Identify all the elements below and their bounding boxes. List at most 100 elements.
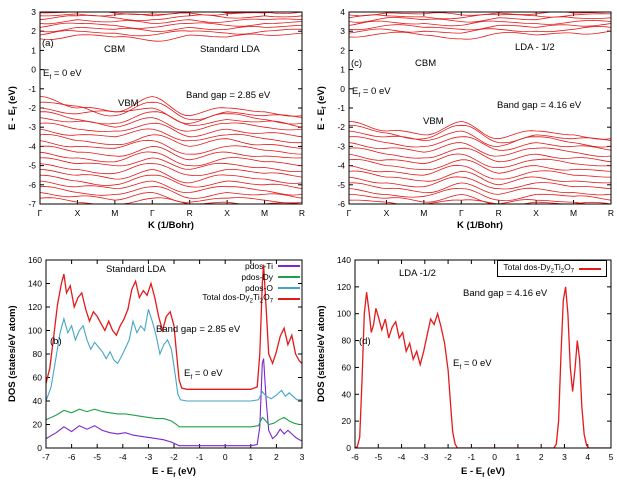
y-axis-label-c: E - Ef (eV) xyxy=(316,86,328,130)
method-label-c: LDA - 1/2 xyxy=(515,42,555,53)
legend-entry-total-dos-dy2ti2o7: Total dos-Dy2Ti2O7 xyxy=(503,262,601,275)
svg-text:R: R xyxy=(496,208,502,218)
band-plot-a: -7 -6 -5 -4 -3 -2 -1 0 1 2 3 Γ X M Γ R X M R xyxy=(28,7,305,218)
svg-text:-4: -4 xyxy=(398,452,406,462)
svg-text:-2: -2 xyxy=(337,122,345,132)
panel-letter-a: (a) xyxy=(42,38,54,49)
y-axis-label-b: DOS (states/eV atom) xyxy=(7,305,18,403)
svg-text:1: 1 xyxy=(248,452,253,462)
panel-d-dos-lda-half: 0 20 40 60 80 100 120 140 -6 -5 -4 -3 -2 -1 0 1 2 3 4 5 DOS… xyxy=(315,250,617,485)
svg-text:160: 160 xyxy=(28,255,42,265)
svg-text:40: 40 xyxy=(33,396,43,406)
svg-text:2: 2 xyxy=(340,45,345,55)
svg-text:100: 100 xyxy=(337,309,351,319)
bandgap-label-d: Band gap = 4.16 eV xyxy=(463,288,548,299)
x-axis-label-c: K (1/Bohr) xyxy=(457,220,503,231)
svg-text:3: 3 xyxy=(31,7,36,17)
svg-text:0: 0 xyxy=(346,443,351,453)
svg-text:4: 4 xyxy=(585,452,590,462)
svg-text:40: 40 xyxy=(342,389,352,399)
title-label-b: Standard LDA xyxy=(106,264,166,275)
svg-text:R: R xyxy=(608,208,614,218)
svg-text:Γ: Γ xyxy=(347,208,352,218)
svg-text:120: 120 xyxy=(337,282,351,292)
method-label-a: Standard LDA xyxy=(200,44,260,55)
svg-text:0: 0 xyxy=(31,65,36,75)
legend-entry-total-dos-dy2ti2o7: Total dos-Dy2Ti2O7 xyxy=(160,292,300,305)
svg-text:-6: -6 xyxy=(337,199,345,209)
svg-text:60: 60 xyxy=(33,373,43,383)
panel-letter-b: (b) xyxy=(50,336,62,347)
svg-text:3: 3 xyxy=(562,452,567,462)
svg-text:-4: -4 xyxy=(28,141,36,151)
svg-text:M: M xyxy=(111,208,118,218)
svg-text:-1: -1 xyxy=(28,84,36,94)
svg-text:-5: -5 xyxy=(28,161,36,171)
svg-text:100: 100 xyxy=(28,326,42,336)
x-axis-label-a: K (1/Bohr) xyxy=(148,220,194,231)
band-plot-c: -6 -5 -4 -3 -2 -1 0 1 2 3 4 Γ X M Γ R X M R xyxy=(337,7,614,218)
svg-text:3: 3 xyxy=(340,26,345,36)
svg-text:1: 1 xyxy=(340,65,345,75)
svg-text:-1: -1 xyxy=(337,103,345,113)
dos-plot-d: 0 20 40 60 80 100 120 140 -6 -5 -4 -3 -2 -1 0 1 2 3 4 5 xyxy=(337,255,614,462)
svg-text:20: 20 xyxy=(33,420,43,430)
svg-text:-7: -7 xyxy=(28,199,36,209)
cbm-label-a: CBM xyxy=(104,44,126,55)
svg-text:M: M xyxy=(261,208,268,218)
svg-text:M: M xyxy=(420,208,427,218)
bandgap-label-a: Band gap = 2.85 eV xyxy=(186,90,271,101)
svg-text:20: 20 xyxy=(342,416,352,426)
fermi-label-c: Ef = 0 eV xyxy=(352,86,391,99)
cbm-label-c: CBM xyxy=(415,58,437,69)
panel-c-band-structure-lda-half: -6 -5 -4 -3 -2 -1 0 1 2 3 4 Γ X M Γ R X M R E - Ef (eV) K … xyxy=(315,4,617,247)
svg-text:-3: -3 xyxy=(421,452,429,462)
svg-text:2: 2 xyxy=(274,452,279,462)
svg-text:80: 80 xyxy=(342,336,352,346)
panel-b-dos-standard-lda: 0 20 40 60 80 100 120 140 160 -7 -6 -5 -4 -3 -2 -1 0 1 2 3 … xyxy=(6,250,308,485)
panel-letter-c: (c) xyxy=(351,58,363,69)
svg-text:1: 1 xyxy=(31,45,36,55)
svg-text:Γ: Γ xyxy=(38,208,43,218)
svg-text:0: 0 xyxy=(492,452,497,462)
svg-text:-3: -3 xyxy=(145,452,153,462)
svg-text:60: 60 xyxy=(342,362,352,372)
svg-text:3: 3 xyxy=(300,452,305,462)
svg-text:-1: -1 xyxy=(468,452,476,462)
legend-b: pdos-Ti pdos-Dy pdos-O Total dos-Dy2Ti2O7 xyxy=(160,260,300,305)
svg-text:-6: -6 xyxy=(351,452,359,462)
bandgap-label-c: Band gap = 4.16 eV xyxy=(497,100,582,111)
svg-text:0: 0 xyxy=(37,443,42,453)
fermi-label-b: Ef = 0 eV xyxy=(184,368,223,381)
svg-text:Γ: Γ xyxy=(459,208,464,218)
svg-text:-2: -2 xyxy=(444,452,452,462)
svg-text:-7: -7 xyxy=(42,452,50,462)
svg-text:2: 2 xyxy=(539,452,544,462)
svg-text:140: 140 xyxy=(337,255,351,265)
svg-text:X: X xyxy=(384,208,390,218)
vbm-label-c: VBM xyxy=(423,116,444,127)
y-axis-label-a: E - Ef (eV) xyxy=(7,86,19,130)
x-axis-label-b: E - Ef (eV) xyxy=(152,466,196,479)
x-axis-label-d: E - Ef (eV) xyxy=(461,466,505,479)
svg-text:-5: -5 xyxy=(337,180,345,190)
svg-text:X: X xyxy=(75,208,81,218)
svg-text:-4: -4 xyxy=(337,161,345,171)
svg-text:-1: -1 xyxy=(196,452,204,462)
bandgap-label-b: Band gap = 2.85 eV xyxy=(156,324,241,335)
svg-text:0: 0 xyxy=(223,452,228,462)
svg-text:Γ: Γ xyxy=(150,208,155,218)
svg-text:1: 1 xyxy=(516,452,521,462)
legend-d: Total dos-Dy2Ti2O7 xyxy=(497,260,607,277)
panel-letter-d: (d) xyxy=(359,336,371,347)
svg-text:-6: -6 xyxy=(28,180,36,190)
fermi-label-d: Ef = 0 eV xyxy=(453,358,492,371)
svg-text:0: 0 xyxy=(340,84,345,94)
svg-text:-3: -3 xyxy=(28,122,36,132)
legend-entry-pdos-dy: pdos-Dy xyxy=(160,271,300,282)
svg-text:-5: -5 xyxy=(93,452,101,462)
svg-text:5: 5 xyxy=(609,452,614,462)
vbm-label-a: VBM xyxy=(118,98,139,109)
legend-entry-pdos-ti: pdos-Ti xyxy=(160,260,300,271)
